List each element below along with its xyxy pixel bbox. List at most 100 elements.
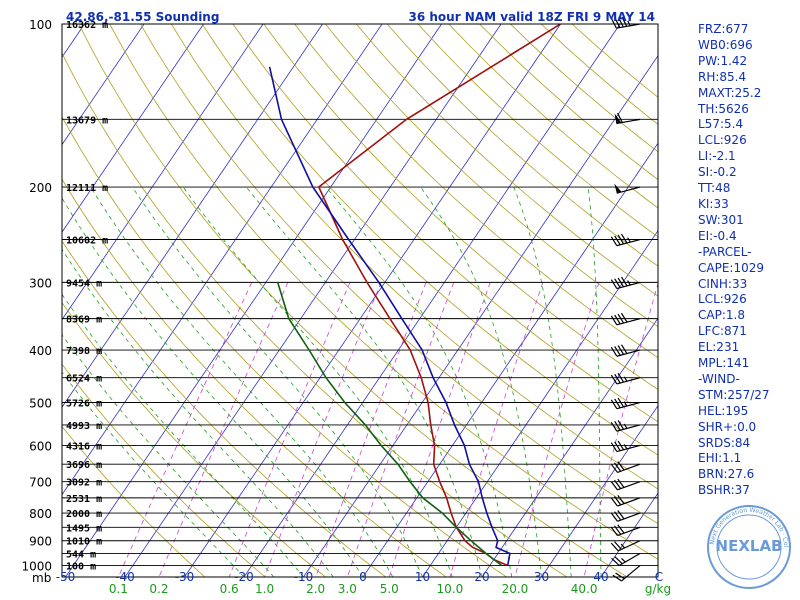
mixing-ratio-tick-label: 40.0 xyxy=(571,582,598,596)
dry-adiabat-line xyxy=(62,52,568,577)
wind-barb xyxy=(610,478,641,491)
stat-item: TT:48 xyxy=(698,181,731,196)
temperature-tick-label: 0 xyxy=(359,570,367,584)
wind-barb xyxy=(614,183,641,194)
mixing-ratio-tick-label: 0.6 xyxy=(220,582,239,596)
height-label: 2000 m xyxy=(66,509,102,520)
temperature-tick-label: -30 xyxy=(175,570,195,584)
mixing-ratio-line xyxy=(264,282,382,577)
height-label: 7398 m xyxy=(66,346,102,357)
mixing-ratio-line xyxy=(583,282,658,577)
stat-item: CAP:1.8 xyxy=(698,308,745,323)
stat-item: LI:-2.1 xyxy=(698,149,736,164)
wind-barbs xyxy=(610,16,641,582)
dry-adiabat-line xyxy=(62,178,447,577)
mixing-ratio-line xyxy=(388,282,491,577)
pressure-tick-label: 500 xyxy=(29,397,52,411)
wind-barb xyxy=(610,397,641,410)
stat-item: SI:-0.2 xyxy=(698,165,737,180)
wind-barb xyxy=(610,524,641,537)
dry-adiabat-line xyxy=(294,24,658,359)
stat-item: LCL:926 xyxy=(698,133,747,148)
moist-adiabat-line xyxy=(62,248,334,577)
temperature-tick-label: 20 xyxy=(474,570,489,584)
height-label: 1010 m xyxy=(66,537,102,548)
dry-adiabat-line xyxy=(62,115,507,577)
moist-adiabat-line xyxy=(420,186,542,577)
height-label: 3696 m xyxy=(66,460,102,471)
isobar-lines xyxy=(62,24,658,566)
height-label: 13679 m xyxy=(66,115,108,126)
pressure-tick-label: 800 xyxy=(29,507,52,521)
stat-item: RH:85.4 xyxy=(698,69,747,84)
isotherm-line xyxy=(124,24,502,577)
wind-barb xyxy=(610,420,641,432)
dry-adiabat-line xyxy=(62,240,387,577)
dry-adiabat-line xyxy=(62,425,206,577)
mixing-ratio-line xyxy=(315,282,427,577)
nexlab-logo: NEXLAB Next Generation Weather Lab · Col… xyxy=(706,504,791,589)
pressure-tick-label: 900 xyxy=(29,535,52,549)
wind-barb xyxy=(610,440,641,453)
dry-adiabat-line xyxy=(78,24,628,577)
isotherm-line xyxy=(65,24,442,577)
pressure-tick-label: 200 xyxy=(29,181,52,195)
axis-labels: 16362 m 13679 m 12111 m 10602 m 9454 m 8369 m… xyxy=(21,18,671,596)
wind-barb xyxy=(611,16,641,29)
temperature-tick-label: -50 xyxy=(56,570,76,584)
pressure-tick-label: 400 xyxy=(29,344,52,358)
pressure-tick-label: 300 xyxy=(29,276,52,290)
mixing-ratio-tick-label: 5.0 xyxy=(380,582,399,596)
isotherm-line xyxy=(62,24,383,496)
temperature-tick-label: -20 xyxy=(234,570,254,584)
isotherm-line xyxy=(243,24,621,577)
mixing-ratio-tick-label: 0.1 xyxy=(109,582,128,596)
dry-adiabat-line xyxy=(170,24,658,490)
height-label: 5726 m xyxy=(66,399,102,410)
dewpoint-trace xyxy=(276,282,503,567)
height-label: 9454 m xyxy=(66,278,102,289)
temperature-unit-label: C xyxy=(655,570,663,584)
stat-item: CAPE:1029 xyxy=(698,260,764,275)
stat-item: PW:1.42 xyxy=(698,53,748,68)
stat-item: -WIND- xyxy=(698,371,740,386)
logo-text: NEXLAB xyxy=(716,537,783,555)
stat-item: TH:5626 xyxy=(698,101,749,116)
grid-lines xyxy=(62,24,658,577)
parcel-trace xyxy=(268,66,511,566)
temperature-tick-label: -10 xyxy=(294,570,314,584)
stat-item: LCL:926 xyxy=(698,292,747,307)
moist-adiabat-line xyxy=(587,186,602,577)
sounding-traces xyxy=(268,24,561,567)
mixing-ratio-line xyxy=(118,282,253,577)
stat-item: SRDS:84 xyxy=(698,435,751,450)
dry-adiabat-line xyxy=(232,24,658,423)
isotherm-line xyxy=(422,229,658,577)
dry-adiabat-line xyxy=(201,24,658,456)
height-label: 10602 m xyxy=(66,235,108,246)
wind-barb xyxy=(610,372,641,385)
mixing-ratio-tick-label: 20.0 xyxy=(502,582,529,596)
isotherm-line xyxy=(62,24,323,408)
temperature-tick-label: -40 xyxy=(115,570,135,584)
pressure-unit-label: mb xyxy=(32,571,51,585)
temperature-tick-label: 10 xyxy=(415,570,430,584)
stat-item: FRZ:677 xyxy=(698,22,749,36)
mixing-ratio-tick-label: 3.0 xyxy=(338,582,357,596)
isotherm-line xyxy=(541,404,658,577)
pressure-tick-label: 1000 xyxy=(21,560,52,574)
isotherm-line xyxy=(362,142,658,577)
stat-item: BSHR:37 xyxy=(698,483,750,498)
moist-adiabat-line xyxy=(131,186,423,577)
stat-item: MPL:141 xyxy=(698,356,750,371)
temperature-tick-label: 30 xyxy=(534,570,549,584)
isotherm-line xyxy=(62,24,204,233)
mixing-ratio-line xyxy=(514,282,600,577)
moist-adiabat-line xyxy=(325,186,513,577)
dry-adiabat-line xyxy=(62,301,326,577)
moist-adiabat-line xyxy=(90,186,394,577)
height-label: 1495 m xyxy=(66,523,102,534)
stat-item: LFC:871 xyxy=(698,324,747,339)
height-label: 16362 m xyxy=(66,20,108,31)
